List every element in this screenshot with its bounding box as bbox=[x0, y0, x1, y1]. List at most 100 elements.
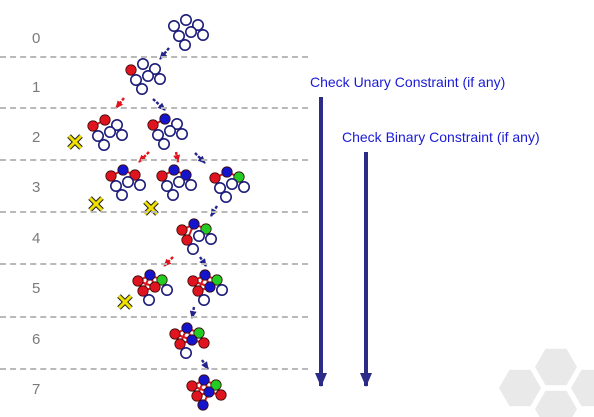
unassigned-variable bbox=[173, 176, 186, 189]
rejected-branch-arrow bbox=[115, 97, 125, 109]
unassigned-variable bbox=[152, 129, 165, 142]
unassigned-variable bbox=[137, 57, 150, 70]
search-state-n5b bbox=[187, 269, 229, 306]
unassigned-variable bbox=[164, 125, 177, 138]
unassigned-variable bbox=[187, 243, 200, 256]
level-label-4: 4 bbox=[32, 230, 41, 247]
unassigned-variable bbox=[173, 29, 186, 42]
watermark-hexagon bbox=[535, 348, 577, 386]
assigned-variable bbox=[125, 64, 137, 76]
assigned-variable bbox=[176, 224, 188, 236]
expand-arrow bbox=[201, 359, 209, 370]
assigned-variable bbox=[191, 390, 203, 402]
level-label-1: 1 bbox=[32, 79, 41, 96]
unassigned-variable bbox=[161, 283, 174, 296]
unassigned-variable bbox=[130, 74, 143, 87]
unassigned-variable bbox=[134, 179, 147, 192]
unassigned-variable bbox=[142, 70, 155, 83]
hexagon-cluster-logo bbox=[499, 348, 594, 417]
unassigned-variable bbox=[214, 182, 227, 195]
unassigned-variable bbox=[180, 14, 193, 26]
watermark-hexagon bbox=[571, 369, 594, 407]
unassigned-variable bbox=[116, 129, 129, 142]
unassigned-variable bbox=[220, 191, 233, 204]
unassigned-variable bbox=[192, 18, 205, 31]
assigned-variable bbox=[210, 379, 222, 391]
unassigned-variable bbox=[193, 230, 206, 243]
assigned-variable bbox=[144, 269, 156, 281]
assigned-variable bbox=[181, 322, 193, 334]
assigned-variable bbox=[169, 328, 181, 340]
search-state-n4 bbox=[176, 218, 218, 256]
search-state-n2b bbox=[147, 113, 189, 151]
level-divider bbox=[0, 159, 308, 161]
search-state-n3b bbox=[156, 164, 198, 202]
assigned-variable bbox=[209, 172, 221, 184]
unassigned-variable bbox=[185, 179, 198, 192]
level-label-6: 6 bbox=[32, 331, 41, 348]
assigned-variable bbox=[137, 285, 149, 297]
assigned-variable bbox=[105, 170, 117, 182]
assigned-variable bbox=[198, 374, 210, 386]
search-state-n2a bbox=[87, 114, 129, 152]
unassigned-variable bbox=[158, 138, 171, 151]
unassigned-variable bbox=[122, 176, 135, 189]
level-label-3: 3 bbox=[32, 179, 41, 196]
unassigned-variable bbox=[180, 346, 193, 359]
search-state-n6 bbox=[169, 322, 210, 359]
level-label-5: 5 bbox=[32, 280, 41, 297]
level-divider bbox=[0, 211, 308, 213]
assigned-variable bbox=[168, 164, 180, 176]
unassigned-variable bbox=[111, 119, 124, 132]
assigned-variable bbox=[203, 386, 215, 398]
unassigned-variable bbox=[98, 139, 111, 152]
unassigned-variable bbox=[116, 189, 129, 202]
unassigned-variable bbox=[149, 62, 162, 75]
unassigned-variable bbox=[238, 181, 251, 194]
unassigned-variable bbox=[104, 126, 117, 139]
unassigned-variable bbox=[198, 293, 211, 306]
unassigned-variable bbox=[176, 128, 189, 141]
unassigned-variable bbox=[143, 293, 156, 306]
unary-constraint-note: Check Unary Constraint (if any) bbox=[310, 74, 506, 90]
yellow-x-cross-icon bbox=[88, 196, 104, 212]
assigned-variable bbox=[233, 171, 245, 183]
unassigned-variable bbox=[179, 38, 192, 51]
assigned-variable bbox=[221, 166, 233, 178]
assigned-variable bbox=[147, 119, 159, 131]
unassigned-variable bbox=[154, 73, 167, 86]
assigned-variable bbox=[192, 285, 204, 297]
assigned-variable bbox=[199, 269, 211, 281]
binary-constraint-note: Check Binary Constraint (if any) bbox=[342, 129, 540, 145]
rejected-branch-arrow bbox=[173, 151, 181, 163]
assigned-variable bbox=[186, 380, 198, 392]
assigned-variable bbox=[211, 274, 223, 286]
assigned-variable bbox=[215, 389, 227, 401]
assigned-variable bbox=[198, 337, 210, 349]
search-state-n7 bbox=[186, 374, 227, 411]
assigned-variable bbox=[87, 120, 99, 132]
watermark-hexagon bbox=[499, 369, 541, 407]
unassigned-variable bbox=[197, 28, 210, 41]
search-state-n3c bbox=[209, 166, 251, 204]
unassigned-variable bbox=[216, 283, 229, 296]
watermark-hexagon bbox=[535, 390, 577, 417]
unassigned-variable bbox=[185, 25, 198, 38]
assigned-variable bbox=[159, 113, 171, 125]
level-divider bbox=[0, 107, 308, 109]
assigned-variable bbox=[156, 170, 168, 182]
assigned-variable bbox=[197, 399, 209, 411]
assigned-variable bbox=[156, 274, 168, 286]
assigned-variable bbox=[186, 334, 198, 346]
level-divider bbox=[0, 56, 308, 58]
assigned-variable bbox=[193, 327, 205, 339]
search-state-n0 bbox=[168, 14, 210, 51]
unassigned-variable bbox=[92, 130, 105, 143]
unassigned-variable bbox=[226, 178, 239, 191]
unassigned-variable bbox=[167, 189, 180, 202]
assigned-variable bbox=[129, 169, 141, 181]
assigned-variable bbox=[149, 281, 161, 293]
unassigned-variable bbox=[161, 180, 174, 193]
